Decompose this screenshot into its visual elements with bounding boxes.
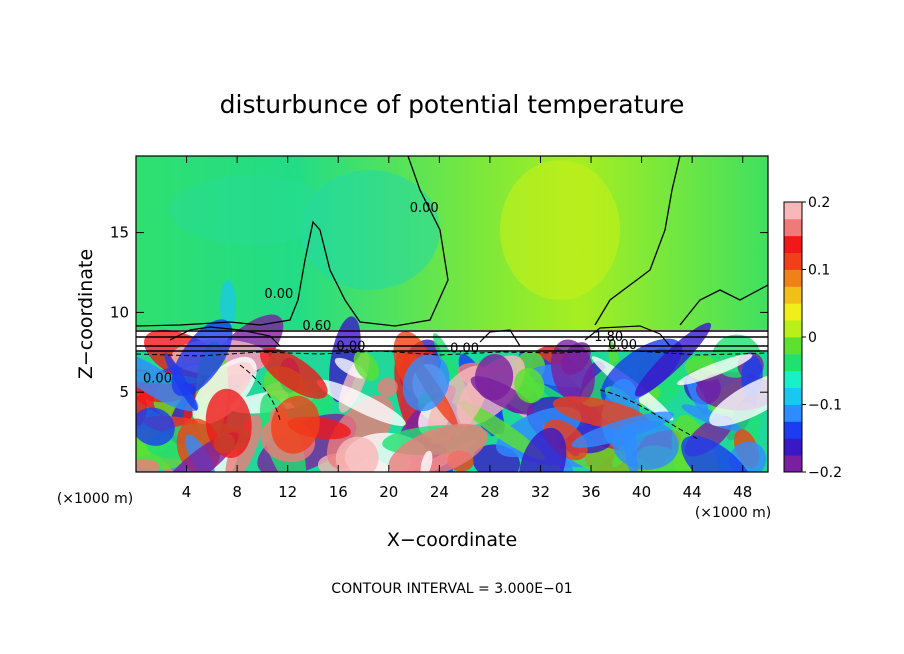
zero-contour-upper xyxy=(136,156,449,327)
x-unit-left: (×1000 m) xyxy=(57,491,133,507)
contour-labels: 0.000.000.600.00 0.001.800.000.00 xyxy=(143,201,637,387)
turbulence-patch xyxy=(474,354,514,401)
x-tick-label: 32 xyxy=(531,483,550,501)
colorbar-swatch xyxy=(784,269,802,287)
colorbar-swatch xyxy=(784,202,802,220)
turbulence-patch xyxy=(136,407,175,446)
colorbar-swatch xyxy=(784,337,802,355)
colorbar-swatch xyxy=(784,387,802,405)
cool-blob xyxy=(170,175,330,245)
colorbar: 0.2 0.1 0 −0.1 −0.2 xyxy=(783,195,842,481)
colorbar-swatch xyxy=(784,421,802,439)
dashed-contour xyxy=(239,364,281,421)
colorbar-swatch xyxy=(784,218,802,237)
x-tick-label: 16 xyxy=(329,483,348,501)
colorbar-swatch xyxy=(784,455,802,473)
x-tick-label: 36 xyxy=(581,483,600,501)
turbulence-patch xyxy=(259,347,328,399)
colorbar-swatch xyxy=(784,286,802,304)
plot-area: 0.000.000.600.00 0.001.800.000.00 xyxy=(136,156,768,472)
hill-contour xyxy=(169,326,281,347)
cool-streak xyxy=(220,280,236,330)
turbulence-patch xyxy=(171,319,233,397)
turbulence-patch xyxy=(335,436,379,472)
turbulence-patch xyxy=(402,354,450,412)
turbulence-patch xyxy=(316,379,406,426)
warm-blob xyxy=(500,160,620,300)
turbulence-patch xyxy=(634,322,712,397)
colorbar-swatch xyxy=(784,353,802,372)
turbulence-patch xyxy=(677,354,753,386)
contour-label: 0.00 xyxy=(143,372,172,387)
zero-contour-right xyxy=(679,284,768,326)
turbulence-patch xyxy=(388,423,488,472)
contour-label: 1.80 xyxy=(594,330,623,345)
colorbar-swatch xyxy=(784,404,802,422)
contour-label: 0.00 xyxy=(264,287,293,302)
turbulence-patch xyxy=(205,388,252,458)
dashed-contour xyxy=(136,349,768,357)
turbulence-patch xyxy=(518,427,567,472)
x-tick-label: 4 xyxy=(182,483,192,501)
colorbar-tick-label: 0.1 xyxy=(808,263,830,279)
turbulence-patch xyxy=(709,370,768,427)
colorbar-swatch xyxy=(784,235,802,254)
contour-label: 0.00 xyxy=(336,340,365,355)
turbulence-patch xyxy=(681,435,754,472)
x-tick-label: 40 xyxy=(632,483,651,501)
turbulence-patch xyxy=(514,367,545,404)
contour-label: 0.00 xyxy=(450,341,479,356)
x-axis-ticks: 4 8 12 16 20 24 28 32 36 40 44 48 xyxy=(182,156,752,501)
x-tick-label: 28 xyxy=(480,483,499,501)
x-unit-right: (×1000 m) xyxy=(695,505,771,521)
turbulence-patch xyxy=(565,444,660,472)
turbulence-patch xyxy=(271,395,320,454)
x-tick-label: 48 xyxy=(733,483,752,501)
x-tick-label: 8 xyxy=(232,483,242,501)
y-tick-label: 5 xyxy=(119,383,129,401)
cool-blob xyxy=(300,170,440,290)
y-axis-ticks: 5 10 15 xyxy=(110,224,768,401)
turbulence-patch xyxy=(136,350,199,412)
contour-interval-label: CONTOUR INTERVAL = 3.000E−01 xyxy=(331,581,572,597)
x-tick-label: 20 xyxy=(379,483,398,501)
chart-title: disturbunce of potential temperature xyxy=(220,90,685,119)
colorbar-tick-label: 0 xyxy=(808,330,817,346)
contour-label: 0.00 xyxy=(608,338,637,353)
y-tick-label: 10 xyxy=(110,303,129,321)
x-tick-label: 24 xyxy=(430,483,449,501)
zero-contour-upper-right xyxy=(594,156,681,326)
colorbar-swatch xyxy=(784,438,802,456)
colorbar-swatch xyxy=(784,252,802,270)
y-tick-label: 15 xyxy=(110,224,129,242)
colorbar-swatch xyxy=(784,320,802,338)
contour-lines xyxy=(136,156,768,441)
hill-contour xyxy=(479,329,521,347)
plot-frame xyxy=(135,155,769,473)
turbulence-patch xyxy=(571,411,674,448)
hill-contour xyxy=(584,325,671,347)
x-tick-label: 12 xyxy=(278,483,297,501)
contour-label: 0.00 xyxy=(410,201,439,216)
colorbar-swatch xyxy=(784,370,802,389)
dashed-contour xyxy=(599,389,701,441)
turbulence-patch xyxy=(353,350,379,381)
turbulence-patch xyxy=(686,377,709,415)
turbulence-patch xyxy=(136,459,160,472)
x-tick-label: 44 xyxy=(683,483,702,501)
colorbar-tick-label: 0.2 xyxy=(808,195,830,211)
x-axis-label: X−coordinate xyxy=(387,529,517,551)
colorbar-tick-label: −0.2 xyxy=(808,465,842,481)
contour-label: 0.60 xyxy=(302,319,331,334)
colorbar-tick-label: −0.1 xyxy=(808,398,842,414)
turbulence-patch xyxy=(377,377,398,397)
y-axis-label: Z−coordinate xyxy=(75,249,97,379)
turbulence-patch xyxy=(459,400,545,460)
turbulence-patch xyxy=(334,357,367,379)
turbulence-patch xyxy=(420,450,433,472)
colorbar-swatch xyxy=(784,303,802,321)
